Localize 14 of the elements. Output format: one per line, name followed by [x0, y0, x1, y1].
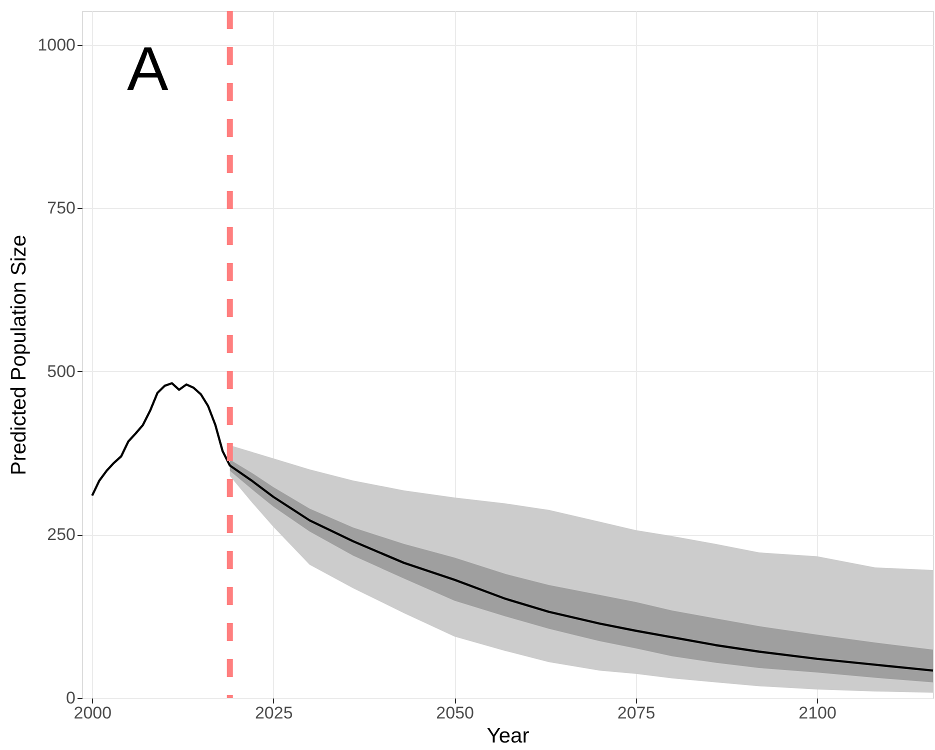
y-tick-label: 1000	[38, 35, 76, 54]
x-tick-label: 2100	[798, 704, 836, 722]
y-axis-title: Predicted Population Size	[8, 234, 31, 476]
x-tick-label: 2050	[436, 704, 474, 722]
x-tick-label: 2075	[617, 704, 656, 722]
x-axis-title: Year	[486, 724, 530, 748]
y-tick-label: 250	[47, 525, 76, 544]
x-tick-label: 2025	[254, 704, 293, 722]
y-tick-label: 750	[47, 198, 76, 218]
y-tick-label: 500	[47, 362, 76, 381]
y-tick-label: 0	[66, 688, 76, 708]
x-tick-label: 2000	[74, 704, 112, 722]
annotation: A	[127, 35, 169, 104]
line-series	[91, 382, 934, 672]
